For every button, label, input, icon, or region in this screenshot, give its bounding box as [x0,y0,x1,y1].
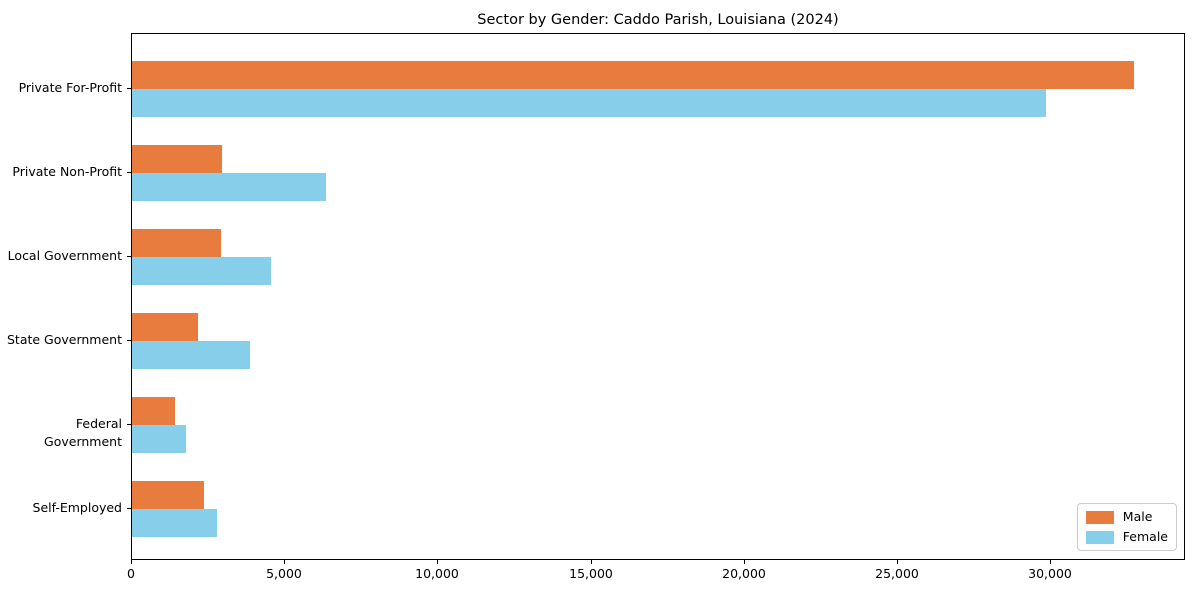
y-tick-mark [127,424,131,425]
legend-label-female: Female [1122,529,1168,544]
bar-male-state-government [132,313,198,341]
bar-female-state-government [132,341,250,369]
y-axis-label-private-non-profit: Private Non-Profit [12,164,122,179]
x-axis-tick-label-0: 0 [127,566,135,581]
x-tick-mark [1050,560,1051,564]
legend: Male Female [1076,503,1177,551]
x-tick-mark [897,560,898,564]
y-tick-mark [127,508,131,509]
y-axis-label-private-for-profit: Private For-Profit [18,80,122,95]
bar-male-federal-government [132,397,175,425]
y-axis-label-state-government: State Government [6,332,122,347]
plot-area: Male Female [131,33,1185,560]
chart-title: Sector by Gender: Caddo Parish, Louisian… [477,12,839,28]
bar-female-private-for-profit [132,89,1046,117]
x-axis-tick-label-20-000: 20,000 [722,566,766,581]
y-axis-label-federal-government: Federal Government [44,416,122,449]
bar-female-local-government [132,257,271,285]
x-axis-tick-label-5-000: 5,000 [266,566,302,581]
bar-female-self-employed [132,509,217,537]
x-tick-mark [591,560,592,564]
y-tick-mark [127,172,131,173]
bar-male-private-for-profit [132,61,1134,89]
x-axis-tick-label-25-000: 25,000 [875,566,919,581]
legend-label-male: Male [1122,509,1153,524]
bar-male-private-non-profit [132,145,222,173]
legend-swatch-male [1085,510,1114,524]
bar-female-private-non-profit [132,173,326,201]
legend-swatch-female [1085,530,1114,544]
y-axis-label-self-employed: Self-Employed [32,500,122,515]
bar-female-federal-government [132,425,186,453]
y-tick-mark [127,256,131,257]
x-axis-tick-label-30-000: 30,000 [1028,566,1072,581]
x-axis-tick-label-10-000: 10,000 [415,566,459,581]
x-tick-mark [437,560,438,564]
legend-item-male: Male [1085,509,1168,525]
bar-male-local-government [132,229,221,257]
y-tick-mark [127,88,131,89]
legend-item-female: Female [1085,529,1168,545]
x-tick-mark [131,560,132,564]
bar-male-self-employed [132,481,204,509]
y-axis-label-local-government: Local Government [7,248,122,263]
x-tick-mark [284,560,285,564]
x-axis-tick-label-15-000: 15,000 [569,566,613,581]
x-tick-mark [744,560,745,564]
y-tick-mark [127,340,131,341]
